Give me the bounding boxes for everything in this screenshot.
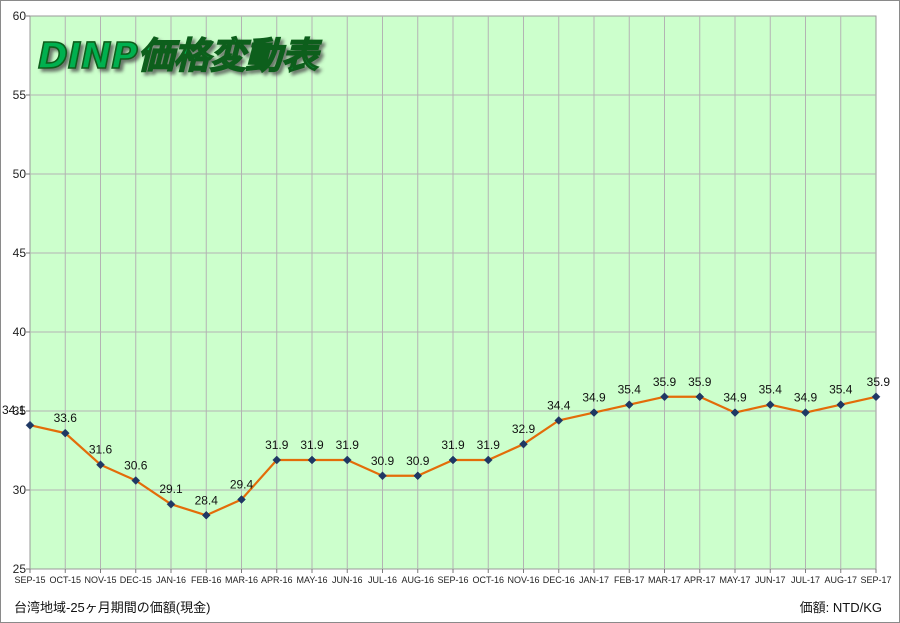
data-point — [131, 476, 141, 485]
data-label: 31.9 — [265, 438, 289, 452]
data-label: 35.4 — [759, 383, 783, 397]
x-tick-label: JAN-17 — [579, 575, 609, 585]
data-label: 33.6 — [54, 411, 78, 425]
data-point — [871, 392, 881, 402]
data-label: 30.6 — [124, 459, 148, 473]
x-tick-label: JUL-17 — [791, 575, 820, 585]
data-label: 29.1 — [159, 482, 183, 496]
data-label: 31.9 — [477, 438, 501, 452]
data-point — [25, 420, 35, 430]
data-label: 31.9 — [300, 438, 324, 452]
data-point — [624, 400, 634, 410]
x-tick-label: APR-17 — [684, 575, 716, 585]
data-point — [695, 392, 705, 402]
data-point — [730, 408, 740, 417]
data-point — [483, 455, 493, 465]
data-point — [413, 471, 423, 481]
x-tick-label: NOV-15 — [84, 575, 116, 585]
footnote-currency-period: 台湾地域-25ヶ月期間の価額(現金) — [14, 600, 211, 615]
data-point — [765, 400, 775, 410]
x-tick-label: SEP-17 — [860, 575, 891, 585]
data-point — [166, 499, 176, 509]
data-label: 28.4 — [195, 493, 219, 507]
data-point — [801, 408, 810, 417]
x-tick-label: AUG-16 — [401, 575, 434, 585]
data-label: 35.9 — [867, 375, 891, 389]
x-tick-label: MAR-17 — [648, 575, 681, 585]
x-tick-label: SEP-15 — [14, 575, 45, 585]
data-label: 34.4 — [547, 398, 571, 412]
data-label: 34.1 — [2, 403, 26, 417]
y-tick-label: 40 — [13, 325, 27, 339]
x-tick-label: MAR-16 — [225, 575, 258, 585]
data-label: 35.4 — [829, 383, 853, 397]
y-tick-label: 25 — [13, 562, 27, 576]
y-tick-label: 35 — [13, 404, 27, 418]
x-tick-label: APR-16 — [261, 575, 293, 585]
data-label: 34.9 — [794, 391, 818, 405]
y-tick-label: 50 — [13, 167, 27, 181]
data-points — [25, 392, 881, 520]
x-tick-label: JUN-17 — [755, 575, 786, 585]
data-label: 35.9 — [653, 375, 677, 389]
x-tick-label: OCT-16 — [472, 575, 504, 585]
data-point — [554, 416, 564, 425]
data-point — [836, 400, 846, 410]
data-point — [60, 428, 70, 438]
data-labels: 34.1 33.6 31.6 30.6 29.1 28.4 29.4 31.9 31.9 31.9… — [2, 375, 890, 508]
data-point — [519, 439, 528, 449]
data-label: 29.4 — [230, 477, 254, 491]
x-tick-label: NOV-16 — [507, 575, 539, 585]
x-tick-label: AUG-17 — [824, 575, 857, 585]
data-point — [448, 455, 458, 465]
data-label: 31.9 — [336, 438, 360, 452]
footnote-unit: 価額: NTD/KG — [799, 600, 882, 615]
data-point — [96, 460, 105, 470]
x-tick-label: SEP-16 — [437, 575, 468, 585]
data-point — [660, 392, 669, 402]
y-tick-label: 60 — [13, 9, 27, 23]
x-axis: SEP-15 OCT-15 NOV-15 DEC-15 JAN-16 FEB-16 MAR-… — [14, 569, 892, 585]
y-axis: 25 30 35 40 45 50 55 60 — [13, 9, 30, 576]
data-label: 31.9 — [441, 438, 465, 452]
data-label: 34.9 — [582, 391, 606, 405]
x-tick-label: JUN-16 — [332, 575, 363, 585]
y-tick-label: 55 — [13, 88, 27, 102]
x-tick-label: JAN-16 — [156, 575, 186, 585]
data-point — [342, 455, 352, 465]
data-label: 35.4 — [618, 383, 642, 397]
data-label: 35.9 — [688, 375, 712, 389]
data-point — [272, 455, 282, 465]
chart-title: DINP価格変動表 — [38, 36, 322, 77]
data-label: 30.9 — [406, 454, 430, 468]
data-point — [201, 510, 211, 520]
data-point — [307, 455, 317, 465]
data-label: 31.6 — [89, 443, 113, 457]
y-tick-label: 30 — [13, 483, 27, 497]
y-tick-label: 45 — [13, 246, 27, 260]
x-tick-label: FEB-17 — [614, 575, 645, 585]
x-tick-label: DEC-16 — [543, 575, 575, 585]
data-point — [378, 471, 387, 481]
data-label: 34.9 — [723, 391, 747, 405]
data-point — [237, 495, 246, 504]
data-label: 30.9 — [371, 454, 395, 468]
data-point — [589, 408, 599, 417]
x-tick-label: JUL-16 — [368, 575, 397, 585]
x-tick-label: OCT-15 — [49, 575, 81, 585]
data-label: 32.9 — [512, 422, 536, 436]
x-tick-label: MAY-16 — [296, 575, 327, 585]
x-tick-label: DEC-15 — [120, 575, 152, 585]
x-tick-label: MAY-17 — [719, 575, 750, 585]
x-tick-label: FEB-16 — [191, 575, 222, 585]
